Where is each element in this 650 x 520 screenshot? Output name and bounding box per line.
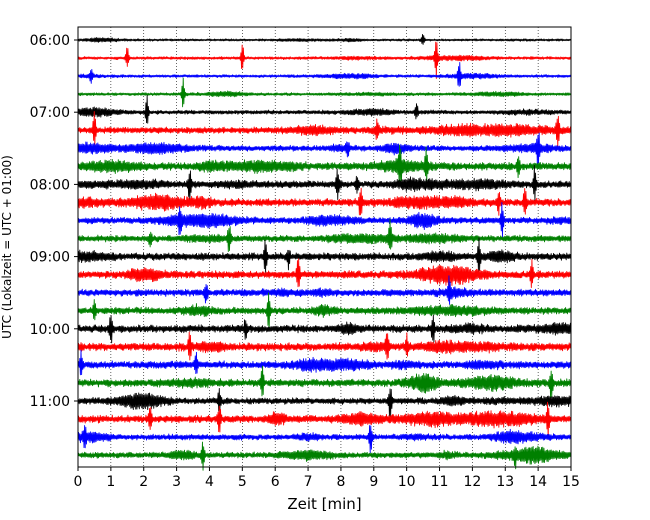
grid-lines	[110, 27, 539, 467]
x-tick-label: 11	[431, 474, 449, 490]
x-tick-label: 5	[238, 474, 247, 490]
trace-0845	[77, 218, 572, 253]
plot-area	[77, 26, 572, 471]
y-tick-label: 07:00	[30, 105, 70, 121]
trace-0930	[77, 275, 572, 305]
trace-0815	[77, 187, 572, 216]
x-axis-label: Zeit [min]	[287, 495, 361, 513]
y-axis: 06:00 07:00 08:00 09:00 10:00 11:00	[30, 33, 78, 410]
trace-0645	[77, 77, 572, 108]
x-axis: 0 1 2 3 4 5 6 7 8 9 10 11 12 13 14 15	[74, 467, 580, 490]
y-axis-label: UTC (Lokalzeit = UTC + 01:00)	[0, 155, 14, 339]
y-tick-label: 09:00	[30, 250, 70, 266]
x-tick-label: 3	[172, 474, 181, 490]
trace-0945	[77, 292, 572, 329]
trace-0600	[77, 33, 572, 45]
trace-0745	[77, 144, 572, 186]
trace-0715	[77, 111, 572, 148]
trace-1130	[77, 425, 572, 453]
y-tick-label: 11:00	[30, 394, 70, 410]
seismic-traces	[77, 33, 572, 471]
x-tick-label: 8	[336, 474, 345, 490]
x-tick-label: 9	[369, 474, 378, 490]
trace-0915	[77, 258, 572, 288]
trace-1000	[77, 314, 572, 344]
x-tick-label: 6	[271, 474, 280, 490]
x-tick-label: 14	[529, 474, 547, 490]
trace-1030	[77, 349, 572, 376]
trace-0830	[77, 202, 572, 238]
trace-0730	[77, 132, 572, 166]
trace-0630	[77, 61, 572, 87]
trace-0900	[77, 237, 572, 273]
y-tick-label: 06:00	[30, 33, 70, 49]
x-tick-label: 13	[496, 474, 514, 490]
trace-0800	[77, 165, 572, 206]
y-tick-label: 10:00	[30, 322, 70, 338]
plot-background	[78, 27, 571, 467]
trace-1045	[77, 365, 572, 399]
x-tick-label: 12	[463, 474, 481, 490]
x-tick-label: 4	[205, 474, 214, 490]
x-tick-label: 15	[562, 474, 580, 490]
x-tick-label: 2	[139, 474, 148, 490]
x-tick-label: 7	[304, 474, 313, 490]
trace-0700	[77, 94, 572, 124]
trace-1100	[77, 387, 572, 417]
trace-1145	[77, 441, 572, 471]
y-tick-label: 08:00	[30, 177, 70, 193]
plot-frame	[77, 26, 572, 468]
x-tick-label: 0	[74, 474, 83, 490]
x-tick-label: 1	[106, 474, 115, 490]
trace-1115	[77, 401, 572, 440]
trace-1015	[77, 331, 572, 361]
trace-0615	[77, 41, 572, 79]
x-tick-label: 10	[398, 474, 416, 490]
